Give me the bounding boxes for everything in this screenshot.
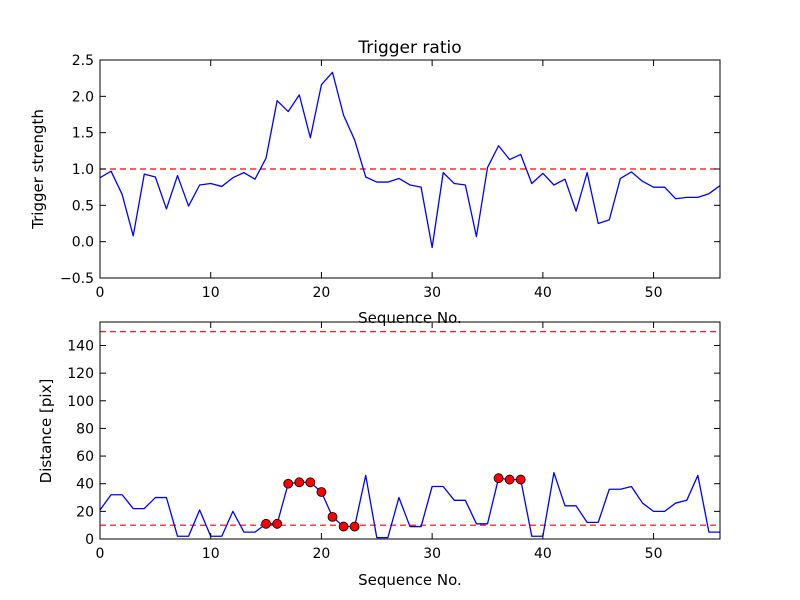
distance-y-tick-label: 60 [76, 449, 94, 465]
chart-title: Trigger ratio [357, 38, 461, 58]
trigger-series-line-0 [100, 71, 720, 249]
distance-marker-point [493, 473, 504, 484]
distance-y-tick-label: 80 [76, 421, 94, 437]
trigger-x-axis-label: Sequence No. [358, 309, 462, 327]
distance-x-tick-label: 10 [202, 546, 220, 562]
distance-plot-area [100, 331, 720, 539]
distance-y-tick-label: 0 [85, 532, 94, 548]
distance-marker-point [515, 474, 526, 485]
trigger-ticks: 0 10 20 30 40 50 −0.5 0.0 0.5 1.0 1.5 2.0 2.5 [60, 53, 720, 301]
distance-x-tick-label: 30 [423, 546, 441, 562]
trigger-x-tick-label: 50 [645, 285, 663, 301]
distance-marker-point [338, 521, 349, 532]
distance-marker-point [294, 477, 305, 488]
distance-marker-point [327, 511, 338, 522]
distance-marker-point [272, 518, 283, 529]
trigger-y-tick-label: 0.0 [72, 235, 94, 251]
distance-marker-point [349, 521, 360, 532]
distance-marker-point [261, 518, 271, 529]
distance-y-axis-label: Distance [pix] [37, 379, 55, 484]
distance-y-tick-label: 100 [67, 394, 94, 410]
trigger-y-axis-label: Trigger strength [29, 109, 47, 230]
distance-marker-point [305, 477, 316, 488]
trigger-plot-area [100, 71, 720, 249]
distance-x-tick-label: 50 [645, 546, 663, 562]
distance-marker-point [283, 478, 294, 489]
trigger-y-tick-label: −0.5 [60, 271, 94, 287]
distance-x-tick-label: 20 [313, 546, 331, 562]
distance-y-tick-label: 140 [67, 338, 94, 354]
distance-series-line-0 [100, 472, 720, 539]
distance-ticks: 0 10 20 30 40 50 0 20 40 60 80 100 120 140 [67, 322, 720, 562]
trigger-y-tick-label: 0.5 [72, 198, 94, 214]
trigger-x-tick-label: 30 [423, 285, 441, 301]
distance-y-tick-label: 20 [76, 504, 94, 520]
trigger-x-tick-label: 0 [96, 285, 105, 301]
distance-y-tick-label: 40 [76, 477, 94, 493]
trigger-y-tick-label: 2.5 [72, 53, 94, 69]
distance-x-tick-label: 40 [534, 546, 552, 562]
distance-marker-point [504, 474, 515, 485]
distance-axes: 0 10 20 30 40 50 0 20 40 60 80 100 120 140 Sequence N… [37, 321, 721, 589]
distance-axes-frame [99, 321, 721, 540]
trigger-x-tick-label: 10 [202, 285, 220, 301]
distance-clip-group [100, 331, 720, 539]
distance-x-axis-label: Sequence No. [358, 571, 462, 589]
distance-marker-point [316, 487, 327, 497]
trigger-x-tick-label: 40 [534, 285, 552, 301]
trigger-clip-group [100, 71, 720, 249]
trigger-y-tick-label: 1.0 [72, 162, 94, 178]
distance-x-tick-label: 0 [96, 546, 105, 562]
trigger-y-tick-label: 1.5 [72, 126, 94, 142]
trigger-x-tick-label: 20 [313, 285, 331, 301]
distance-y-tick-label: 120 [67, 366, 94, 382]
trigger-y-tick-label: 2.0 [72, 89, 94, 105]
